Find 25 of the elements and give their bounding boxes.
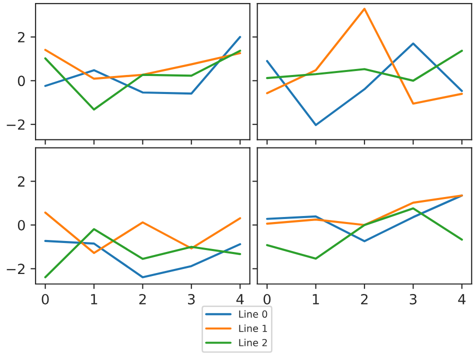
x-tick-label: 4 <box>236 294 244 304</box>
x-tick-label: 2 <box>361 294 368 304</box>
x-tick-label: 3 <box>410 294 416 304</box>
line-series <box>44 228 242 278</box>
x-tick-label: 0 <box>264 294 271 304</box>
y-tick-label: 2 <box>18 176 24 187</box>
x-tick-label: 3 <box>188 294 195 304</box>
legend-label: Line 1 <box>239 324 267 332</box>
x-tick-label: 1 <box>91 294 98 304</box>
line-series <box>44 48 242 80</box>
legend-label: Line 2 <box>239 338 267 346</box>
line-series <box>44 240 242 278</box>
line-series <box>44 50 242 111</box>
line-series <box>44 36 242 95</box>
x-tick-label: 1 <box>312 294 319 304</box>
legend-label: Line 0 <box>239 310 268 318</box>
x-tick-label: 4 <box>458 294 466 304</box>
x-tick-label: 2 <box>139 294 146 304</box>
y-tick-label: 2 <box>18 32 24 42</box>
y-tick-label: −2 <box>6 119 24 130</box>
line-series <box>44 211 242 254</box>
y-tick-label: 0 <box>18 76 25 86</box>
y-tick-label: −2 <box>6 264 24 274</box>
y-tick-label: 0 <box>18 220 25 230</box>
x-tick-label: 0 <box>42 294 49 304</box>
